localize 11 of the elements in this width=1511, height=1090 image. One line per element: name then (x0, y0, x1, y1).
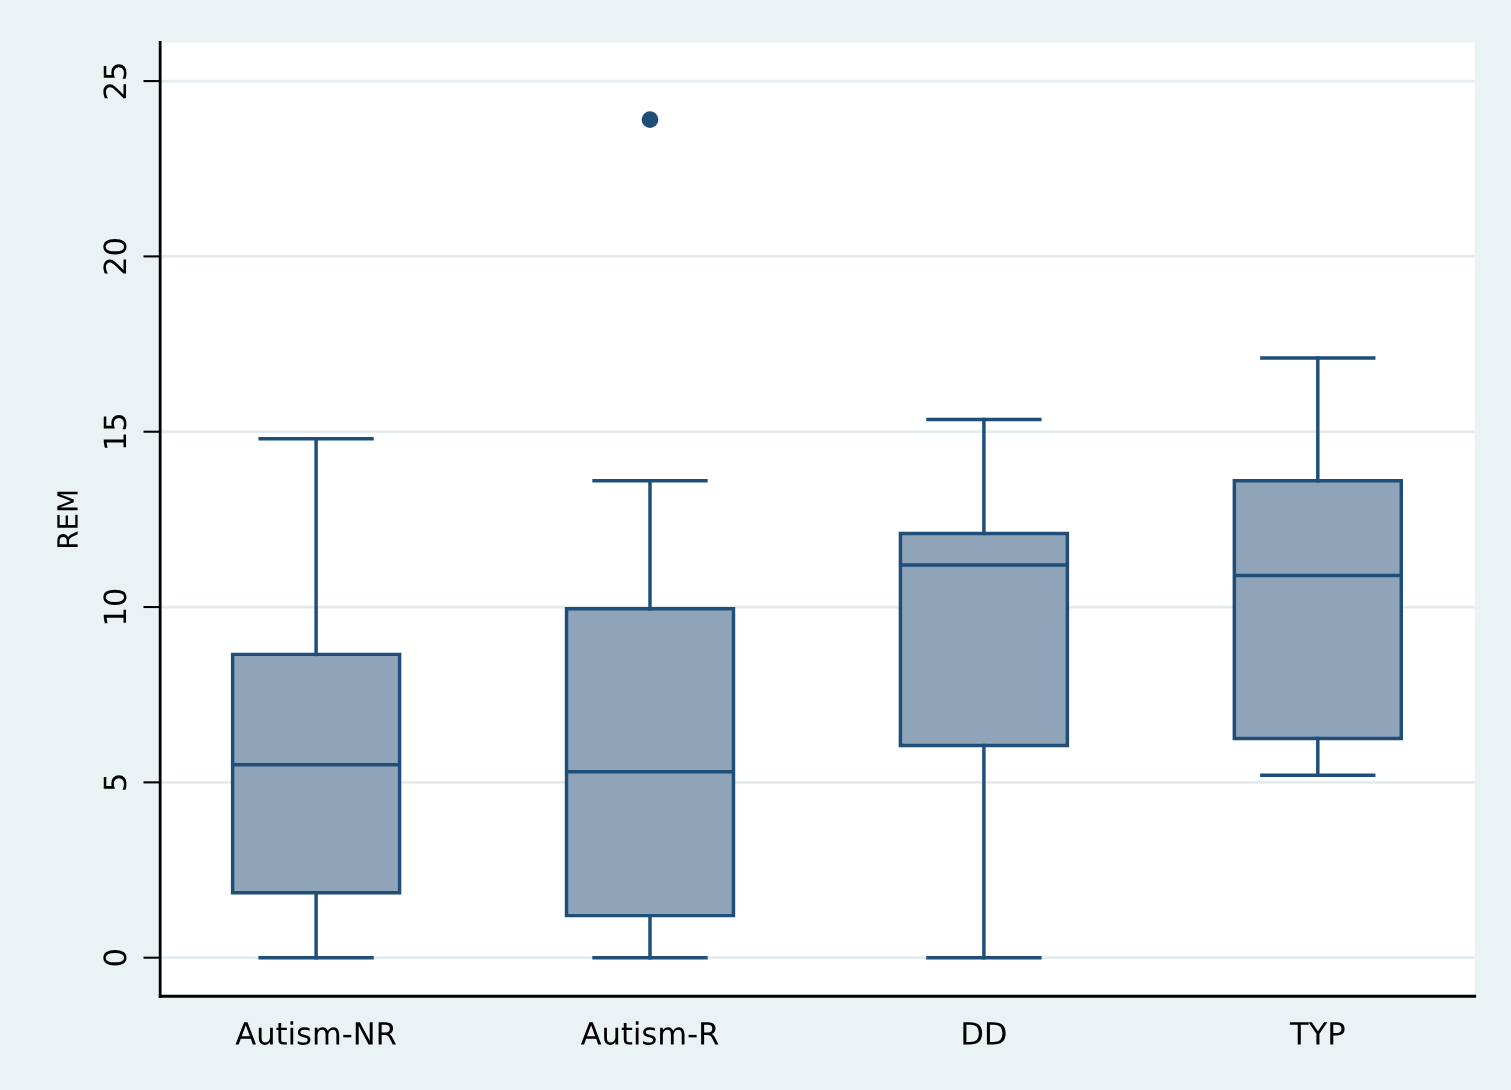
y-axis-title: REM (57, 491, 78, 548)
x-tick-label: DD (963, 1022, 1006, 1045)
y-tick-label: 15 (103, 414, 127, 448)
y-tick-label: 10 (103, 589, 127, 624)
y-tick-label: 20 (103, 238, 127, 274)
y-tick-label: 25 (103, 64, 127, 99)
y-tick-label: 5 (103, 775, 127, 790)
x-tick-label: Autism-R (580, 1021, 719, 1045)
y-tick-label: 0 (103, 950, 127, 966)
x-tick-label: Autism-NR (235, 1021, 396, 1045)
x-tick-label: TYP (1289, 1022, 1345, 1045)
